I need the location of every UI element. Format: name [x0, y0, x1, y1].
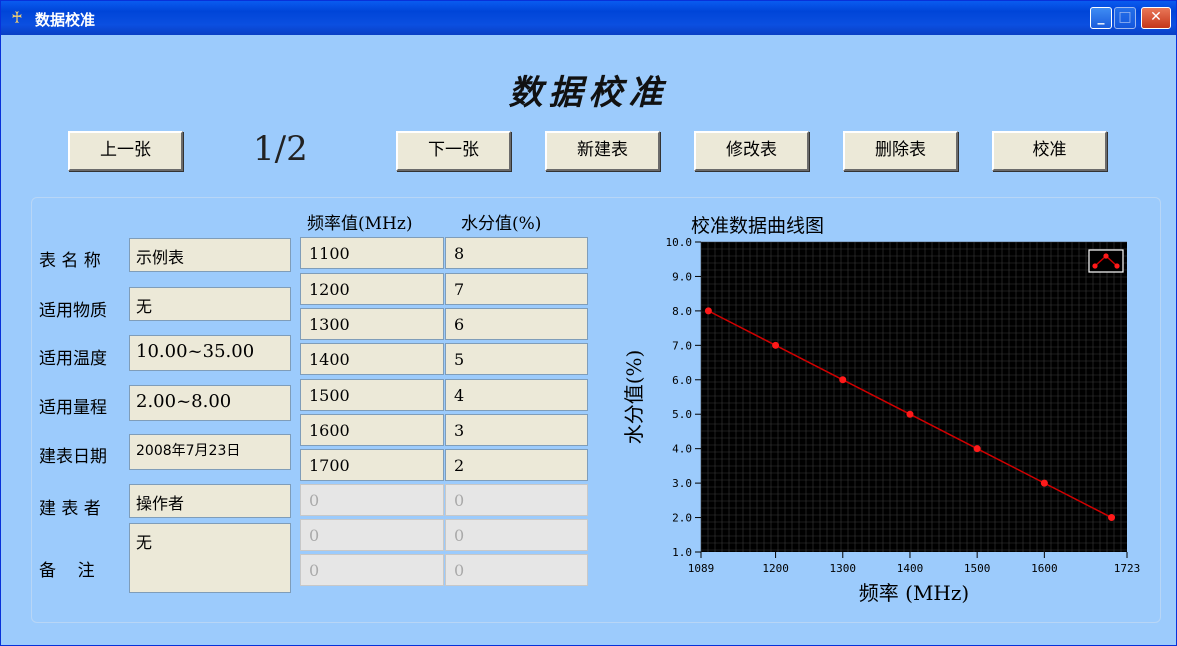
material-field[interactable]: 无 — [129, 287, 291, 321]
window-title: 数据校准 — [35, 11, 96, 29]
frequency-cell[interactable]: 1400 — [300, 343, 444, 375]
frequency-cell[interactable]: 0 — [300, 484, 444, 516]
frequency-cell[interactable]: 1600 — [300, 414, 444, 446]
minimize-button[interactable]: _ — [1090, 7, 1112, 29]
y-tick-label: 4.0 — [672, 443, 692, 456]
moisture-cell[interactable]: 6 — [445, 308, 588, 340]
legend-point-icon — [1092, 263, 1098, 269]
x-tick-label: 1300 — [830, 562, 857, 575]
remark-label-text: 备 注 — [39, 561, 95, 581]
legend-point-icon — [1114, 263, 1120, 269]
plot-area — [701, 242, 1127, 552]
next-button[interactable]: 下一张 — [396, 131, 511, 171]
x-tick-label: 1600 — [1031, 562, 1058, 575]
material-label: 适用物质 — [39, 301, 107, 321]
y-tick-label: 6.0 — [672, 374, 692, 387]
moisture-cell[interactable]: 2 — [445, 449, 588, 481]
temperature-field[interactable]: 10.00~35.00 — [129, 335, 291, 371]
close-button[interactable]: ✕ — [1141, 7, 1171, 29]
y-tick-label: 10.0 — [666, 236, 693, 249]
moisture-cell[interactable]: 5 — [445, 343, 588, 375]
frequency-cell[interactable]: 1100 — [300, 237, 444, 269]
moisture-cell[interactable]: 0 — [445, 484, 588, 516]
data-point — [906, 410, 914, 418]
plot-legend-icon — [1088, 249, 1124, 273]
frequency-cell[interactable]: 0 — [300, 519, 444, 551]
moisture-cell[interactable]: 0 — [445, 554, 588, 586]
y-tick-label: 1.0 — [672, 546, 692, 559]
table-name-label: 表 名 称 — [39, 251, 101, 271]
moisture-cell[interactable]: 4 — [445, 379, 588, 411]
moisture-cell[interactable]: 8 — [445, 237, 588, 269]
data-point — [772, 341, 780, 349]
temperature-label: 适用温度 — [39, 349, 107, 369]
delete-table-button[interactable]: 删除表 — [843, 131, 958, 171]
frequency-column-header: 频率值(MHz) — [307, 214, 413, 234]
chart-title: 校准数据曲线图 — [691, 215, 825, 237]
data-point — [973, 445, 981, 453]
data-point — [1040, 479, 1048, 487]
x-tick-label: 1500 — [964, 562, 991, 575]
data-point — [1108, 514, 1116, 522]
moisture-cell[interactable]: 3 — [445, 414, 588, 446]
frequency-cell[interactable]: 0 — [300, 554, 444, 586]
y-tick-label: 5.0 — [672, 408, 692, 421]
moisture-cell[interactable]: 7 — [445, 273, 588, 305]
author-field[interactable]: 操作者 — [129, 484, 291, 518]
page-title: 数据校准 — [508, 73, 669, 113]
y-tick-label: 9.0 — [672, 270, 692, 283]
x-tick-label: 1200 — [762, 562, 789, 575]
y-tick-label: 8.0 — [672, 305, 692, 318]
app-icon: ♰ — [11, 8, 23, 27]
y-tick-label: 3.0 — [672, 477, 692, 490]
remark-field[interactable]: 无 — [129, 523, 291, 593]
edit-table-button[interactable]: 修改表 — [694, 131, 809, 171]
page-indicator: 1/2 — [253, 129, 308, 169]
x-tick-label: 1089 — [688, 562, 715, 575]
calibration-chart: 1.0 2.0 3.0 4.0 5.0 6.0 7.0 8.0 9.0 10.0 1089 1200 1… — [622, 236, 1141, 605]
author-label: 建 表 者 — [39, 499, 101, 519]
table-name-field[interactable]: 示例表 — [129, 238, 291, 272]
date-label: 建表日期 — [39, 447, 107, 467]
title-bar[interactable]: ♰ 数据校准 _ □ ✕ — [1, 1, 1176, 35]
y-tick-label: 2.0 — [672, 512, 692, 525]
calibrate-button[interactable]: 校准 — [992, 131, 1107, 171]
new-table-button[interactable]: 新建表 — [545, 131, 660, 171]
x-tick-label: 1400 — [897, 562, 924, 575]
legend-point-icon — [1103, 253, 1109, 259]
frequency-cell[interactable]: 1200 — [300, 273, 444, 305]
frequency-cell[interactable]: 1700 — [300, 449, 444, 481]
frequency-cell[interactable]: 1500 — [300, 379, 444, 411]
range-field[interactable]: 2.00~8.00 — [129, 385, 291, 421]
frequency-cell[interactable]: 1300 — [300, 308, 444, 340]
x-axis-label: 频率 (MHz) — [859, 581, 969, 605]
data-point — [839, 376, 847, 384]
data-point — [704, 307, 712, 315]
y-tick-label: 7.0 — [672, 339, 692, 352]
maximize-button[interactable]: □ — [1114, 7, 1136, 29]
x-tick-label: 1723 — [1114, 562, 1141, 575]
moisture-column-header: 水分值(%) — [461, 214, 542, 234]
range-label: 适用量程 — [39, 398, 107, 418]
y-axis-label: 水分值(%) — [622, 350, 646, 445]
moisture-cell[interactable]: 0 — [445, 519, 588, 551]
prev-button[interactable]: 上一张 — [68, 131, 183, 171]
date-field[interactable]: 2008年7月23日 — [129, 434, 291, 470]
